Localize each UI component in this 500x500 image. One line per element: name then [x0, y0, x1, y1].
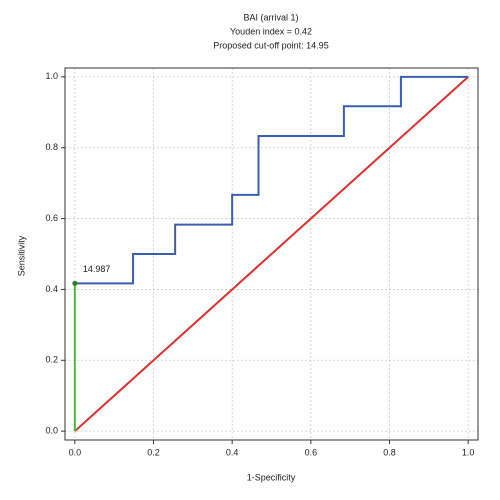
chart-subtitle: Youden index = 0.42 — [230, 26, 312, 36]
y-axis-label: Sensitivity — [16, 235, 26, 276]
x-tick-label: 0.2 — [147, 447, 160, 457]
y-tick-label: 0.0 — [45, 426, 58, 436]
x-tick-label: 0.8 — [383, 447, 396, 457]
line — [74, 76, 469, 432]
chart-subtitle: Proposed cut-off point: 14.95 — [213, 40, 328, 50]
x-tick-label: 0.0 — [69, 447, 82, 457]
y-tick-label: 1.0 — [45, 71, 58, 81]
cut-off-point — [72, 280, 78, 286]
x-axis-label: 1-Specificity — [247, 472, 296, 482]
plot-frame — [64, 67, 479, 441]
line — [74, 75, 469, 285]
y-tick-label: 0.4 — [45, 284, 58, 294]
annotation: 14.987 — [83, 264, 111, 274]
y-tick-label: 0.6 — [45, 213, 58, 223]
x-tick-label: 1.0 — [462, 447, 475, 457]
chart-title: BAI (arrival 1) — [243, 12, 298, 22]
y-tick-label: 0.2 — [45, 355, 58, 365]
x-tick-label: 0.6 — [305, 447, 318, 457]
y-tick-label: 0.8 — [45, 142, 58, 152]
x-tick-label: 0.4 — [226, 447, 239, 457]
